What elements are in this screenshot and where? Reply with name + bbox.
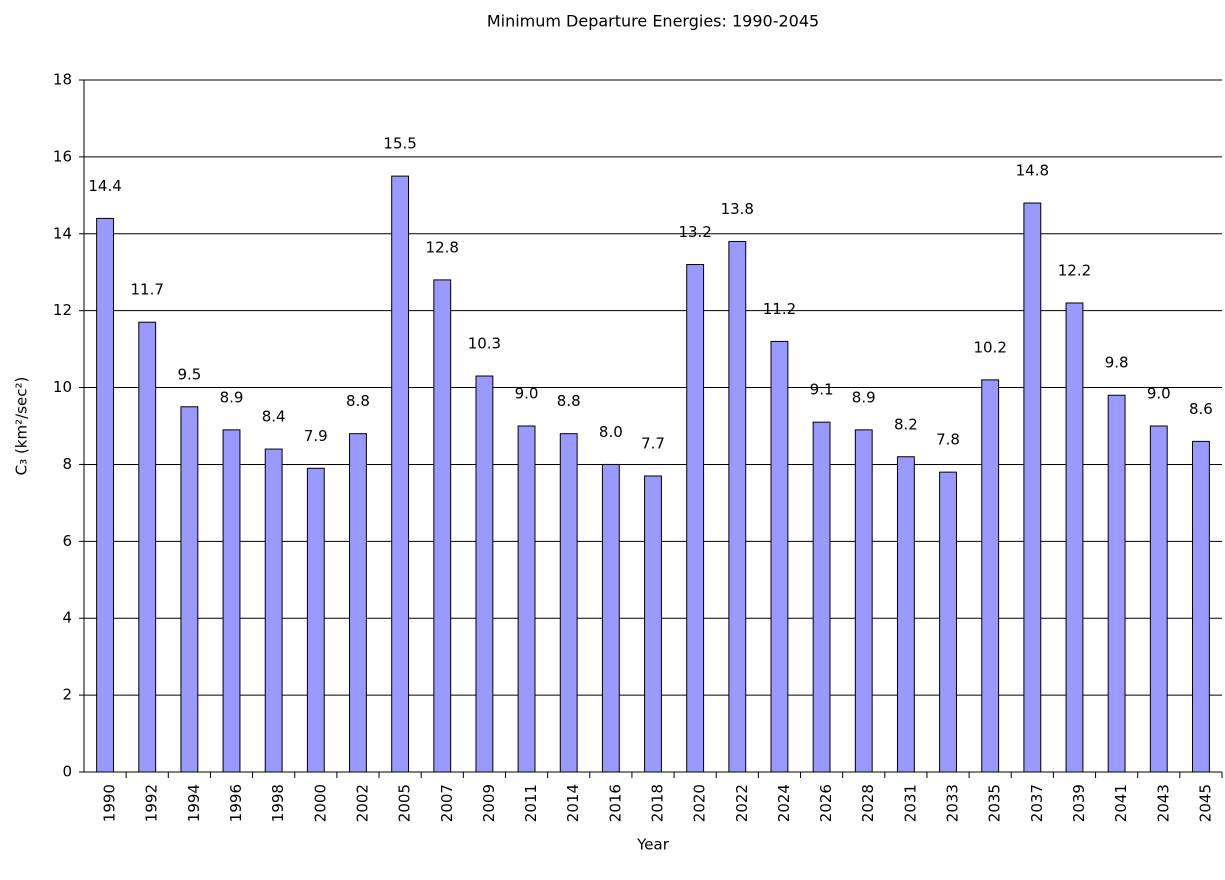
x-tick-label: 2002	[353, 784, 371, 822]
x-tick-label: 2028	[859, 784, 877, 822]
data-label: 12.8	[426, 238, 459, 256]
x-tick-label: 2041	[1112, 784, 1130, 822]
x-tick-label: 2007	[438, 784, 456, 822]
x-tick-label: 2016	[606, 784, 624, 822]
x-tick-label: 1996	[227, 784, 245, 822]
x-tick-label: 1990	[101, 784, 119, 822]
bar	[896, 456, 915, 773]
x-tick-label: 2039	[1070, 784, 1088, 822]
y-tick-label: 0	[62, 763, 72, 781]
bar	[222, 429, 241, 773]
y-tick-label: 4	[62, 609, 72, 627]
bar	[1065, 302, 1084, 773]
data-label: 8.2	[894, 415, 918, 433]
x-tick-label: 2000	[311, 784, 329, 822]
data-label: 13.2	[678, 223, 711, 241]
y-axis-label: C₃ (km²/sec²)	[13, 377, 31, 476]
data-label: 8.9	[852, 388, 876, 406]
data-label: 11.2	[763, 300, 796, 318]
data-label: 14.4	[88, 177, 121, 195]
data-label: 8.8	[557, 392, 581, 410]
bar	[981, 379, 1000, 773]
x-tick-label: 2031	[901, 784, 919, 822]
data-label: 9.1	[810, 381, 834, 399]
y-tick-label: 6	[62, 532, 72, 550]
data-label: 15.5	[383, 135, 416, 153]
y-tick-label: 12	[53, 301, 72, 319]
bar	[939, 471, 957, 773]
bar	[1107, 394, 1126, 773]
data-label: 8.6	[1189, 400, 1213, 418]
bar	[264, 448, 283, 773]
data-label: 8.9	[220, 388, 244, 406]
x-tick-label: 2026	[817, 784, 835, 822]
bar	[1191, 440, 1210, 773]
bar	[433, 279, 452, 773]
x-tick-label: 1994	[185, 784, 203, 822]
bar	[138, 321, 157, 773]
x-tick-label: 2020	[691, 784, 709, 822]
bar	[812, 421, 831, 773]
x-tick-label: 2009	[480, 784, 498, 822]
data-label: 9.0	[515, 385, 539, 403]
x-tick-label: 2005	[396, 784, 414, 822]
bar	[854, 429, 873, 773]
data-label: 14.8	[1016, 162, 1049, 180]
data-label: 10.3	[468, 335, 501, 353]
data-label: 9.0	[1147, 385, 1171, 403]
data-label: 12.2	[1058, 261, 1091, 279]
data-label: 10.2	[973, 338, 1006, 356]
y-tick-label: 10	[53, 378, 72, 396]
x-tick-label: 2045	[1196, 784, 1214, 822]
x-tick-label: 2024	[775, 784, 793, 822]
bar	[559, 433, 578, 773]
bar	[728, 240, 747, 773]
bar	[1023, 202, 1042, 773]
data-label: 9.8	[1105, 354, 1129, 372]
data-label: 7.9	[304, 427, 328, 445]
data-label: 9.5	[177, 365, 201, 383]
data-label: 7.7	[641, 434, 665, 452]
data-label: 8.4	[262, 408, 286, 426]
y-tick-label: 8	[62, 455, 72, 473]
x-tick-label: 2014	[564, 784, 582, 822]
x-tick-label: 2035	[986, 784, 1004, 822]
x-tick-label: 2018	[649, 784, 667, 822]
data-label: 8.8	[346, 392, 370, 410]
bar	[475, 375, 494, 773]
bar	[349, 433, 367, 773]
chart-title: Minimum Departure Energies: 1990-2045	[487, 12, 819, 31]
x-tick-label: 2037	[1028, 784, 1046, 822]
x-tick-label: 1992	[143, 784, 161, 822]
bar	[770, 340, 789, 773]
bar	[306, 467, 325, 773]
bar	[601, 463, 620, 773]
bar	[1149, 425, 1168, 773]
data-label: 13.8	[721, 200, 754, 218]
x-axis-label: Year	[636, 836, 670, 854]
x-tick-label: 2011	[522, 784, 540, 822]
x-tick-label: 1998	[269, 784, 287, 822]
bar	[517, 425, 536, 773]
x-tick-label: 2033	[944, 784, 962, 822]
bar	[180, 406, 199, 773]
y-tick-label: 18	[53, 71, 72, 89]
bar	[96, 217, 115, 773]
x-tick-label: 2043	[1154, 784, 1172, 822]
y-tick-label: 16	[53, 147, 72, 165]
data-label: 8.0	[599, 423, 623, 441]
y-tick-label: 14	[53, 224, 72, 242]
data-label: 11.7	[131, 281, 164, 299]
data-label: 7.8	[936, 431, 960, 449]
bar	[686, 264, 705, 773]
x-tick-label: 2022	[733, 784, 751, 822]
bar	[391, 175, 410, 773]
y-tick-label: 2	[62, 686, 72, 704]
bar	[644, 475, 662, 773]
